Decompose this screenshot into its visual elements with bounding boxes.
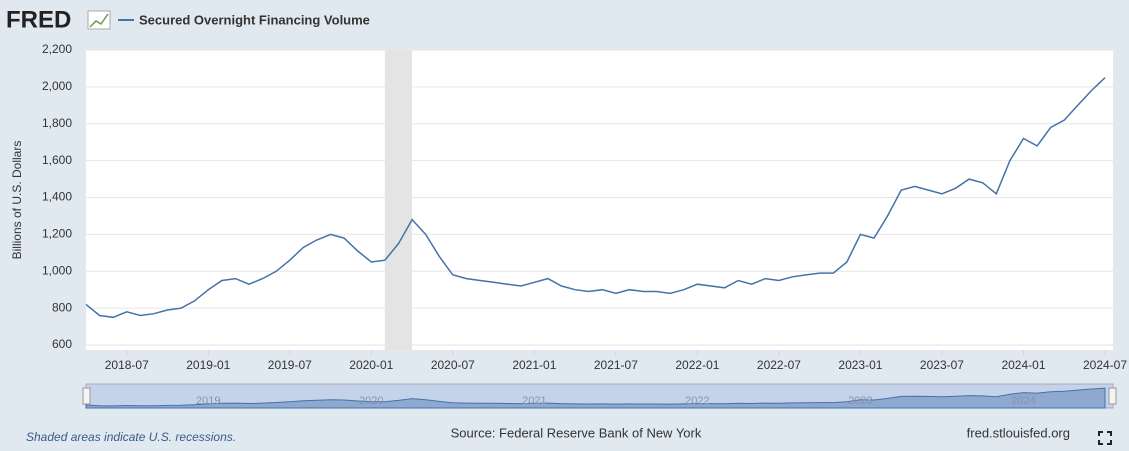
y-axis-label: Billions of U.S. Dollars (10, 141, 24, 260)
plot-area (86, 50, 1113, 350)
x-tick-label: 2019-01 (186, 358, 230, 372)
recession-note: Shaded areas indicate U.S. recessions. (26, 430, 236, 444)
x-tick-label: 2020-01 (349, 358, 393, 372)
data-line (85, 77, 1106, 319)
legend-label: Secured Overnight Financing Volume (139, 12, 370, 27)
x-tick-label: 2024-07 (1083, 358, 1127, 372)
x-tick-label: 2022-07 (757, 358, 801, 372)
y-tick-label: 2,000 (42, 79, 72, 93)
x-tick-label: 2021-07 (594, 358, 638, 372)
navigator-handle[interactable] (82, 387, 91, 405)
x-tick-label: 2021-01 (512, 358, 556, 372)
y-tick-label: 1,800 (42, 116, 72, 130)
y-tick-label: 1,200 (42, 227, 72, 241)
navigator-label: 2020 (359, 395, 383, 407)
navigator-handle[interactable] (1108, 387, 1117, 405)
recession-band (384, 50, 413, 350)
x-tick-label: 2019-07 (268, 358, 312, 372)
y-tick-label: 800 (52, 300, 72, 314)
logo-icon-line (89, 13, 109, 28)
navigator-label: 2024 (1011, 395, 1035, 407)
y-tick-label: 1,600 (42, 153, 72, 167)
site: fred.stlouisfed.org (967, 425, 1070, 440)
x-tick-label: 2024-01 (1001, 358, 1045, 372)
navigator-label: 2019 (196, 395, 220, 407)
navigator-label: 2021 (522, 395, 546, 407)
navigator-area (85, 387, 1106, 409)
navigator-label: 2023 (848, 395, 872, 407)
y-tick-label: 2,200 (42, 42, 72, 56)
y-tick-label: 1,000 (42, 263, 72, 277)
y-tick-label: 1,400 (42, 190, 72, 204)
x-tick-label: 2018-07 (105, 358, 149, 372)
fullscreen-button[interactable] (1098, 431, 1112, 445)
x-tick-label: 2020-07 (431, 358, 475, 372)
y-tick-label: 600 (52, 337, 72, 351)
source: Source: Federal Reserve Bank of New York (451, 425, 702, 440)
navigator-label: 2022 (685, 395, 709, 407)
x-tick-label: 2023-01 (838, 358, 882, 372)
x-tick-label: 2022-01 (675, 358, 719, 372)
x-tick-label: 2023-07 (920, 358, 964, 372)
logo: FRED (6, 6, 71, 33)
